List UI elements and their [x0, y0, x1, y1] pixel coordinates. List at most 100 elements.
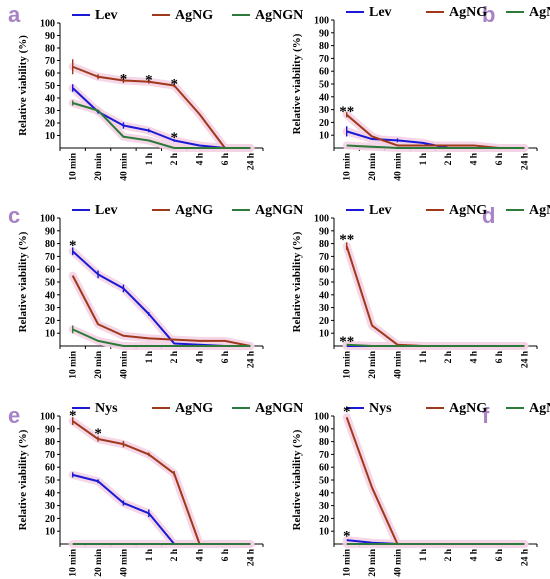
significance-marker: *	[145, 73, 153, 89]
y-tick-label: 30	[319, 303, 329, 314]
series-line-agngn	[72, 102, 251, 149]
y-tick-label: 30	[319, 501, 329, 512]
x-tick-label: 2 h	[444, 152, 454, 165]
legend-label: AgNG	[175, 203, 213, 218]
series-glow	[68, 84, 255, 152]
y-tick-label: 70	[45, 450, 55, 461]
y-tick-label: 80	[45, 437, 55, 448]
y-tick-label: 50	[45, 278, 55, 289]
y-tick-label: 10	[45, 329, 55, 340]
x-tick-label: 20 min	[94, 548, 104, 576]
significance-marker: *	[343, 528, 351, 544]
series-line-agngn	[346, 343, 525, 347]
x-tick-label: 20 min	[368, 152, 378, 180]
x-tick-label: 40 min	[393, 548, 403, 576]
significance-marker: *	[94, 426, 102, 442]
y-tick-label: 50	[45, 81, 55, 92]
x-tick-label: 1 h	[419, 350, 429, 363]
x-tick-label: 20 min	[94, 152, 104, 180]
x-tick-label: 1 h	[419, 548, 429, 561]
x-tick-label: 10 min	[69, 152, 79, 180]
y-tick-label: 90	[45, 31, 55, 42]
x-tick-label: 1 h	[145, 350, 155, 363]
y-tick-label: 60	[45, 265, 55, 276]
y-tick-label: 40	[45, 488, 55, 499]
y-tick-label: 10	[45, 527, 55, 538]
y-tick-label: 70	[319, 252, 329, 263]
y-tick-label: 70	[319, 54, 329, 65]
legend-label: AgNGN	[529, 203, 550, 218]
series-glow	[68, 470, 255, 548]
x-tick-label: 20 min	[368, 350, 378, 378]
y-tick-label: 30	[45, 501, 55, 512]
x-tick-label: 40 min	[119, 152, 129, 180]
significance-marker: *	[170, 130, 178, 146]
y-tick-label: 20	[319, 118, 329, 129]
panel-letter: b	[482, 2, 495, 27]
x-tick-label: 6 h	[221, 152, 231, 165]
y-tick-label: 30	[319, 105, 329, 116]
y-tick-label: 90	[319, 226, 329, 237]
legend-label: AgNGN	[529, 5, 550, 20]
x-tick-label: 6 h	[221, 350, 231, 363]
legend-label: AgNG	[175, 401, 213, 416]
y-tick-label: 50	[319, 278, 329, 289]
panel-letter: d	[482, 203, 495, 228]
y-axis-label: Relative viability (%)	[17, 231, 29, 332]
legend-label: AgNGN	[529, 401, 550, 416]
legend-label: AgNG	[449, 203, 487, 218]
y-axis-label: Relative viability (%)	[291, 231, 303, 332]
y-tick-label: 60	[45, 69, 55, 80]
y-axis-label: Relative viability (%)	[17, 35, 29, 136]
y-tick-label: 10	[319, 527, 329, 538]
x-tick-label: 2 h	[170, 152, 180, 165]
x-tick-label: 24 h	[520, 548, 530, 566]
legend-label: AgNGN	[255, 203, 303, 218]
legend-label: Lev	[369, 203, 392, 218]
y-tick-label: 80	[319, 437, 329, 448]
significance-marker: *	[170, 76, 178, 92]
y-tick-label: 10	[319, 131, 329, 142]
y-tick-label: 60	[319, 265, 329, 276]
x-tick-label: 4 h	[196, 152, 206, 165]
significance-marker: **	[339, 104, 354, 120]
y-tick-label: 10	[45, 131, 55, 142]
y-axis-label: Relative viability (%)	[291, 429, 303, 530]
y-tick-label: 60	[45, 463, 55, 474]
y-tick-label: 20	[45, 316, 55, 327]
panel-letter: f	[482, 403, 490, 428]
series-line-agngn	[346, 144, 525, 149]
y-tick-label: 80	[45, 239, 55, 250]
series-glow	[68, 271, 255, 350]
legend-label: AgNGN	[255, 401, 303, 416]
x-tick-label: 4 h	[470, 548, 480, 561]
significance-marker: **	[339, 232, 354, 248]
significance-marker: **	[339, 334, 354, 350]
legend-label: AgNG	[449, 401, 487, 416]
x-tick-label: 1 h	[419, 152, 429, 165]
y-tick-label: 40	[45, 290, 55, 301]
y-tick-label: 90	[45, 424, 55, 435]
significance-marker: *	[343, 404, 351, 420]
x-tick-label: 4 h	[196, 548, 206, 561]
x-tick-label: 2 h	[444, 350, 454, 363]
x-tick-label: 10 min	[69, 350, 79, 378]
x-tick-label: 10 min	[343, 350, 353, 378]
x-tick-label: 1 h	[145, 152, 155, 165]
x-tick-label: 2 h	[170, 350, 180, 363]
x-tick-label: 24 h	[246, 548, 256, 566]
y-tick-label: 80	[319, 41, 329, 52]
series-glow	[342, 413, 529, 548]
legend-label: AgNGN	[255, 8, 303, 23]
y-tick-label: 50	[319, 80, 329, 91]
y-tick-label: 80	[319, 239, 329, 250]
x-tick-label: 10 min	[69, 548, 79, 576]
series-line-agng	[72, 65, 251, 149]
x-tick-label: 40 min	[393, 152, 403, 180]
y-tick-label: 40	[319, 290, 329, 301]
x-tick-label: 4 h	[470, 350, 480, 363]
